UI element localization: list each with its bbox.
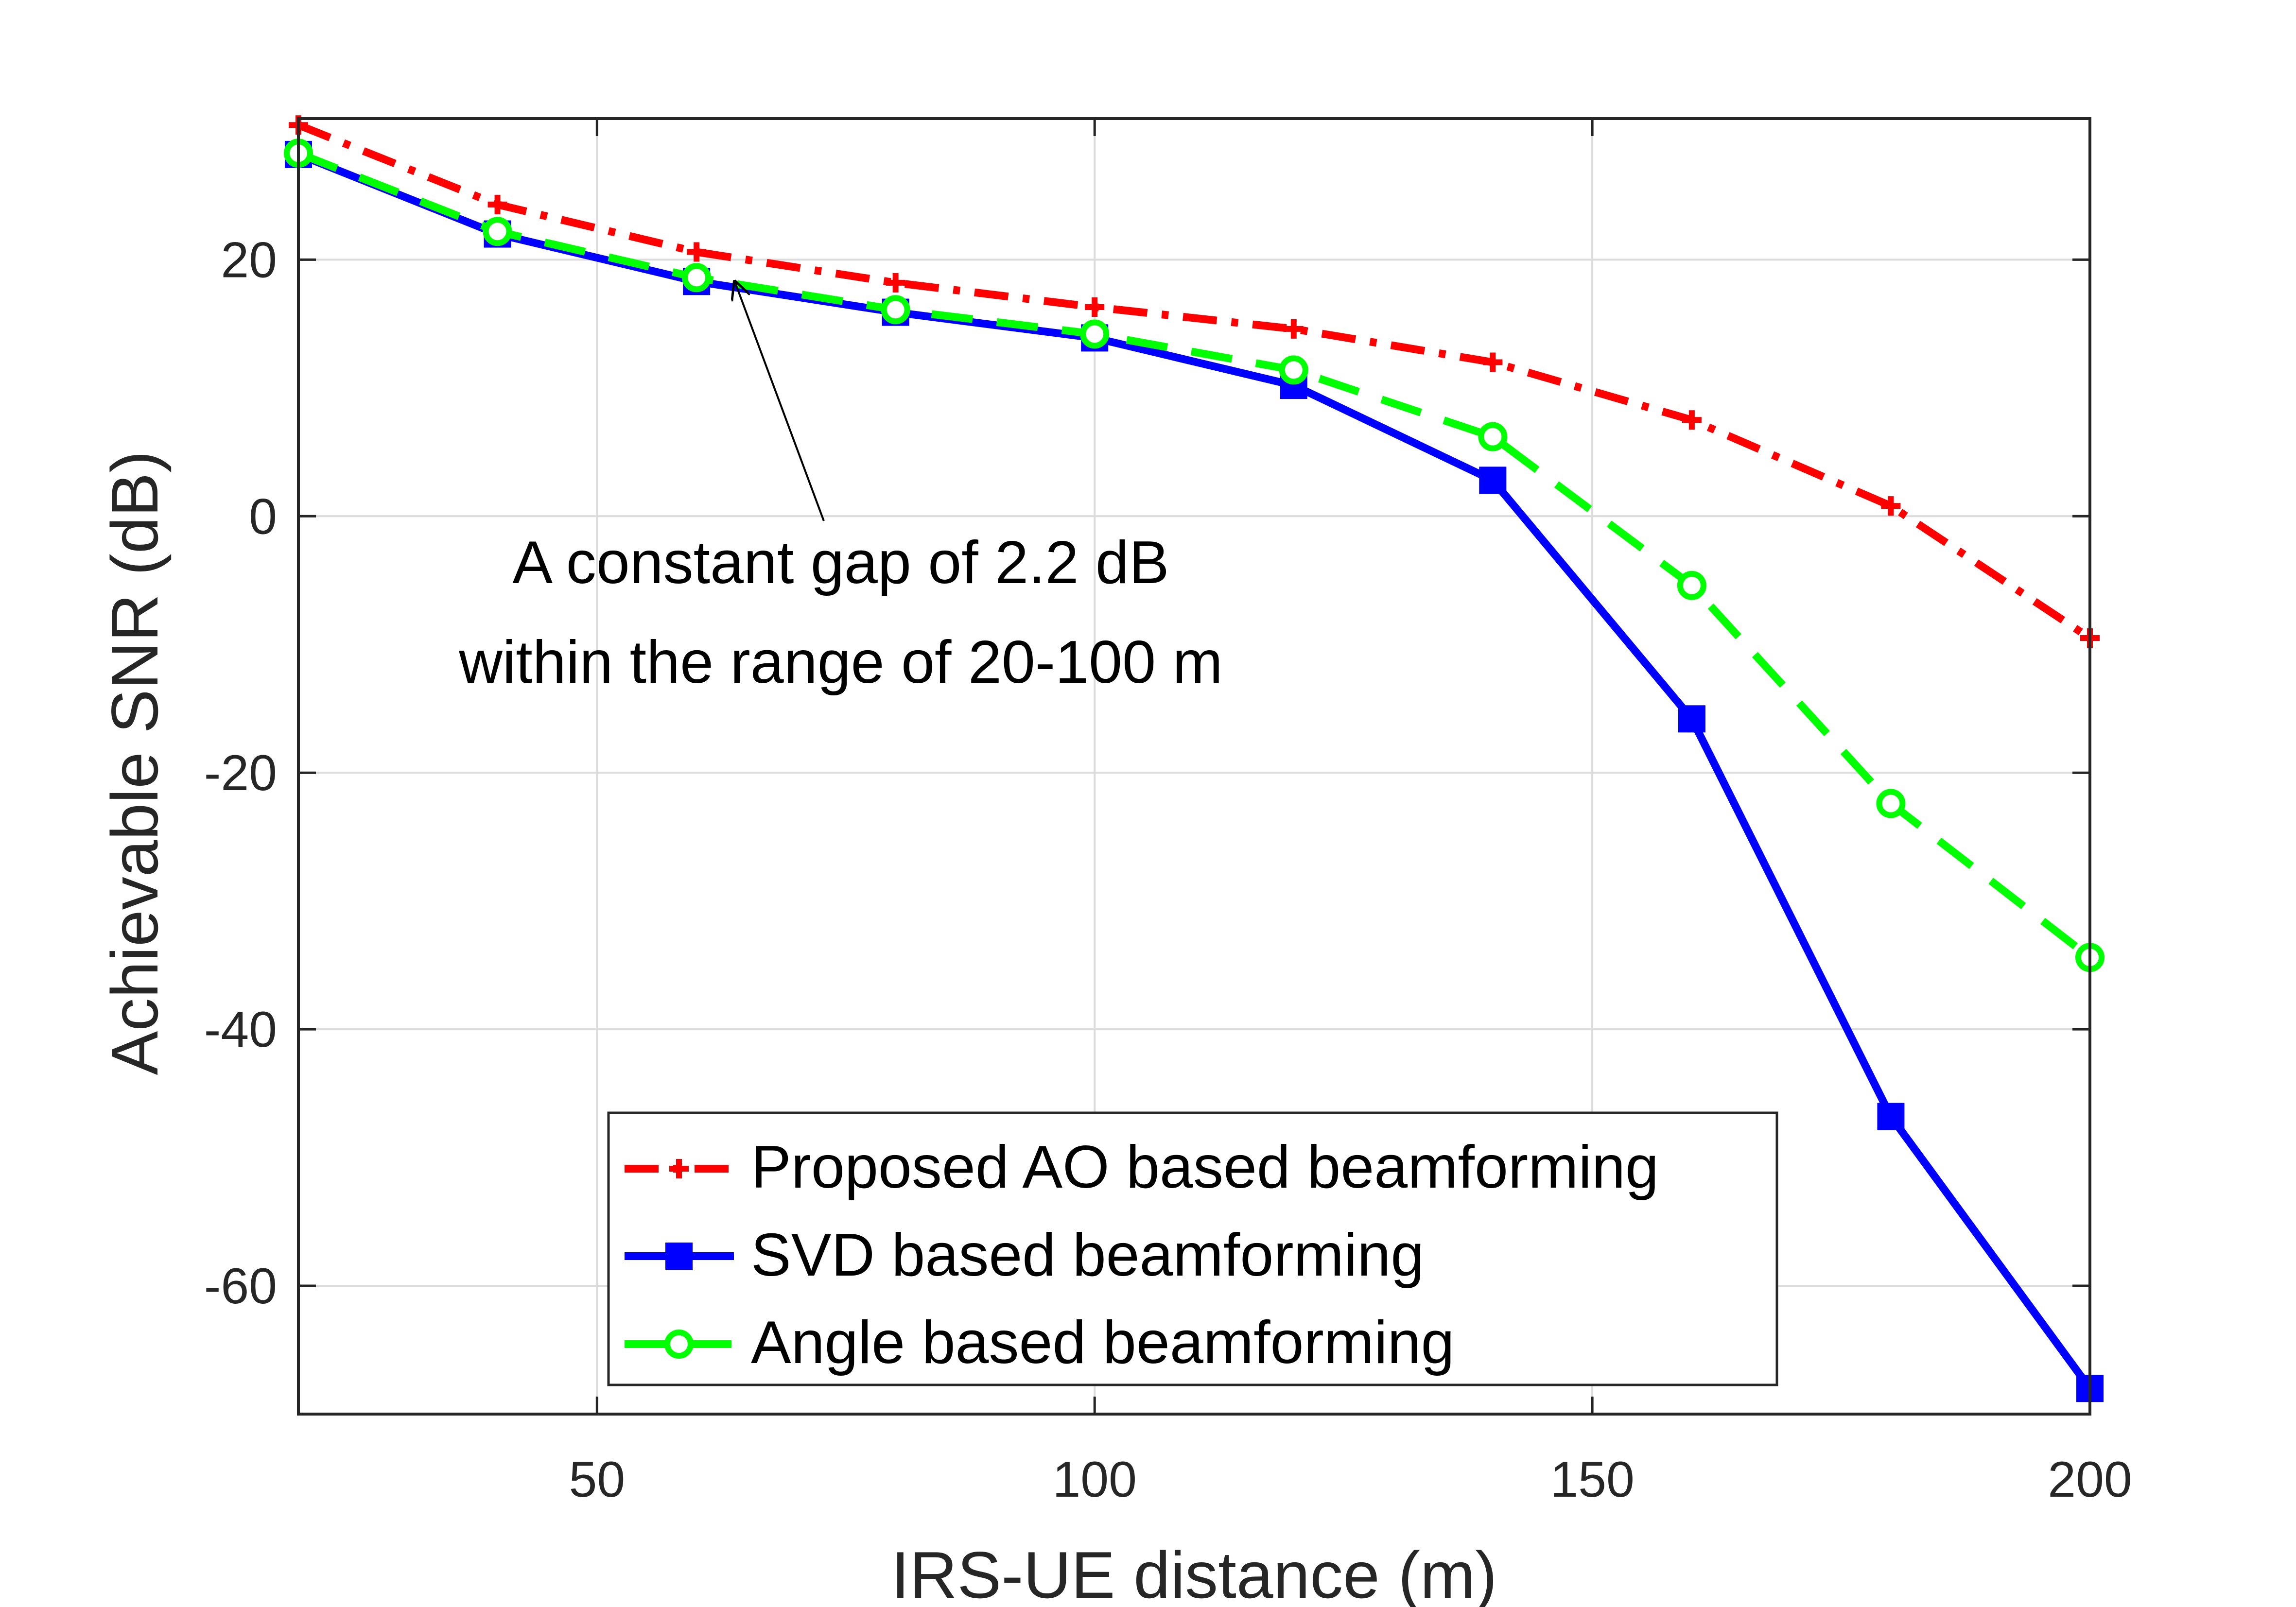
y-tick-label: 0 [249,488,277,545]
series-line-0 [297,121,2092,641]
legend-label-angle: Angle based beamforming [751,1309,1455,1376]
legend-box [607,1111,1778,1386]
data-point-2-8 [1876,789,1906,818]
x-tick-label: 100 [1052,1451,1137,1508]
data-point-1-6 [1479,467,1507,494]
data-point-0-7 [1682,410,1702,430]
data-point-2-3 [881,295,910,325]
x-tick-label: 200 [2048,1451,2132,1508]
legend-marker-1 [665,1243,693,1270]
data-point-2-2 [682,263,712,293]
data-point-0-3 [886,273,905,293]
legend-marker-2 [664,1330,694,1359]
tick-labels: 50 100 150 200 -60 -40 -20 0 20 [204,232,2132,1508]
legend-label-proposed: Proposed AO based beamforming [751,1134,1659,1201]
x-axis-title: IRS-UE distance (m) [891,1538,1497,1607]
data-point-0-4 [1085,297,1105,317]
annotation-line-2: within the range of 20-100 m [458,629,1223,696]
data-point-2-5 [1279,355,1308,385]
series-2 [284,138,2105,972]
data-point-0-1 [487,194,507,214]
y-tick-label: -20 [204,745,277,801]
legend: Proposed AO based beamforming SVD based … [607,1111,1778,1386]
data-point-2-1 [483,217,512,246]
series-line-1 [297,151,2093,1391]
data-point-0-8 [1881,496,1901,516]
y-tick-label: -40 [204,1002,277,1058]
annotation: A constant gap of 2.2 dB within the rang… [458,282,1223,696]
annotation-arrow [735,282,825,521]
data-point-2-7 [1677,570,1706,600]
data-point-0-5 [1284,319,1304,339]
tick-marks [298,119,2091,1414]
annotation-line-1: A constant gap of 2.2 dB [512,529,1169,596]
series-line-2 [297,149,2092,961]
y-axis-title: Achievable SNR (dB) [98,451,172,1075]
axes-box [297,117,2091,1416]
legend-label-svd: SVD based beamforming [751,1222,1424,1289]
data-point-1-8 [1877,1103,1905,1130]
data-point-2-6 [1478,422,1508,451]
data-point-0-6 [1483,352,1503,372]
legend-marker-0 [669,1159,689,1178]
y-tick-label: 20 [221,232,277,288]
data-point-1-7 [1678,705,1705,733]
x-tick-label: 150 [1550,1451,1635,1508]
data-point-0-2 [687,242,707,262]
x-tick-label: 50 [569,1451,625,1508]
series-layer [284,115,2105,1402]
data-point-2-4 [1080,319,1110,349]
y-tick-label: -60 [204,1258,277,1314]
